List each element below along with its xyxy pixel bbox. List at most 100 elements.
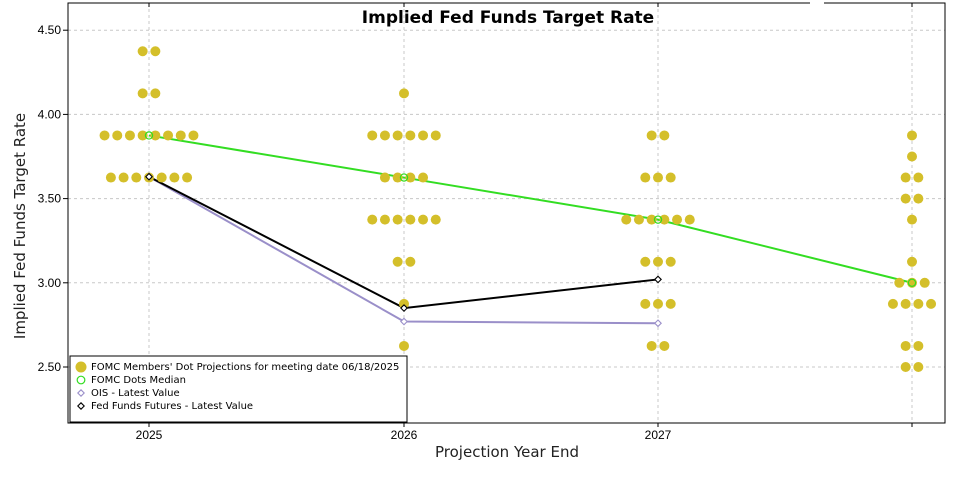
dot-projection <box>188 130 199 141</box>
dot-projection <box>907 151 917 162</box>
series-markers <box>144 131 917 328</box>
plot-frame <box>67 0 946 424</box>
dot-projection <box>169 172 180 183</box>
y-axis: 2.50 3.00 3.50 4.00 4.50 <box>38 23 68 374</box>
dot-projection <box>900 193 911 204</box>
dot-projection <box>392 214 403 225</box>
y-tick-label: 3.50 <box>38 192 62 206</box>
dot-projection <box>430 214 441 225</box>
legend-box <box>69 355 408 423</box>
y-axis-title: Implied Fed Funds Target Rate <box>11 113 29 339</box>
dot-projection <box>399 298 409 309</box>
dot-projection <box>900 172 911 183</box>
plot-border <box>67 2 946 424</box>
dot-projection <box>913 172 924 183</box>
median-marker <box>144 131 154 140</box>
legend-label: FOMC Members' Dot Projections for meetin… <box>91 362 399 373</box>
top-border-gap <box>810 0 824 5</box>
dot-projection <box>137 46 148 57</box>
dot-projection <box>887 298 898 309</box>
legend-swatch-diamond <box>77 402 85 410</box>
series-marker <box>145 172 153 181</box>
legend-swatch-circle <box>76 375 86 385</box>
legend-swatch-dot <box>75 361 87 373</box>
dot-projection <box>124 130 135 141</box>
dot-projection <box>379 130 390 141</box>
legend: FOMC Members' Dot Projections for meetin… <box>69 355 408 423</box>
dot-projection <box>926 298 937 309</box>
dot-projection <box>137 88 148 99</box>
dot-projection <box>913 193 924 204</box>
median-marker <box>653 215 663 224</box>
dot-projection <box>640 298 651 309</box>
dot-projection <box>907 214 917 225</box>
series-line <box>148 134 913 284</box>
dot-projection <box>640 172 651 183</box>
dot-projection <box>684 214 695 225</box>
dot-projection <box>392 256 403 267</box>
dot-projection <box>659 214 670 225</box>
chart-title: Implied Fed Funds Target Rate <box>362 8 654 28</box>
series-marker <box>654 275 662 284</box>
dot-projection <box>137 130 148 141</box>
legend-label: Fed Funds Futures - Latest Value <box>91 401 253 412</box>
dot-projection <box>900 340 911 351</box>
series-lines <box>148 134 913 325</box>
median-marker <box>907 278 917 287</box>
dot-projection <box>430 130 441 141</box>
dot-projection <box>379 214 390 225</box>
grid-layer <box>68 3 945 423</box>
dot-projection <box>653 256 663 267</box>
dot-projection <box>665 256 676 267</box>
series-marker <box>400 317 408 326</box>
dot-projection <box>646 340 657 351</box>
dot-projection <box>919 277 930 288</box>
dot-projection <box>405 256 416 267</box>
dot-projection <box>112 130 123 141</box>
x-tick-label: 2026 <box>391 428 418 442</box>
dot-projection <box>907 130 917 141</box>
x-axis: 2025 2026 2027 <box>136 3 913 442</box>
dot-projection <box>405 130 416 141</box>
y-tick-label: 2.50 <box>38 360 62 374</box>
dot-projection <box>913 362 924 372</box>
dot-projection <box>418 214 429 225</box>
x-tick-label: 2025 <box>136 428 163 442</box>
dot-projection <box>633 214 644 225</box>
legend-label: FOMC Dots Median <box>91 375 186 386</box>
dot-projection <box>653 298 663 309</box>
dot-projection <box>399 340 409 351</box>
dot-projection <box>405 172 416 183</box>
dot-projection <box>150 46 161 57</box>
legend-swatch-diamond <box>77 389 85 397</box>
dot-projection <box>150 130 161 141</box>
dot-projection <box>659 130 670 141</box>
dot-projection <box>175 130 186 141</box>
dot-projection <box>379 172 390 183</box>
dot-projection <box>399 88 409 99</box>
dot-projection <box>367 130 378 141</box>
legend-label: OIS - Latest Value <box>91 388 180 399</box>
dot-projection <box>418 172 429 183</box>
series-marker <box>654 319 662 328</box>
dot-projection <box>392 130 403 141</box>
x-tick-label: 2027 <box>645 428 672 442</box>
dot-projection <box>907 256 917 267</box>
dot-projection <box>646 130 657 141</box>
dot-projection <box>665 298 676 309</box>
dot-projection <box>659 340 670 351</box>
dot-projection <box>665 172 676 183</box>
dot-projection <box>653 172 663 183</box>
dot-projection <box>163 130 174 141</box>
dot-projection <box>672 214 683 225</box>
dot-projection <box>646 214 657 225</box>
y-tick-label: 3.00 <box>38 276 62 290</box>
y-tick-label: 4.00 <box>38 107 62 121</box>
dot-projection <box>367 214 378 225</box>
dot-projection <box>182 172 193 183</box>
dot-projections <box>99 46 937 372</box>
dot-projection <box>418 130 429 141</box>
dot-projection <box>913 298 924 309</box>
dot-projection <box>405 214 416 225</box>
